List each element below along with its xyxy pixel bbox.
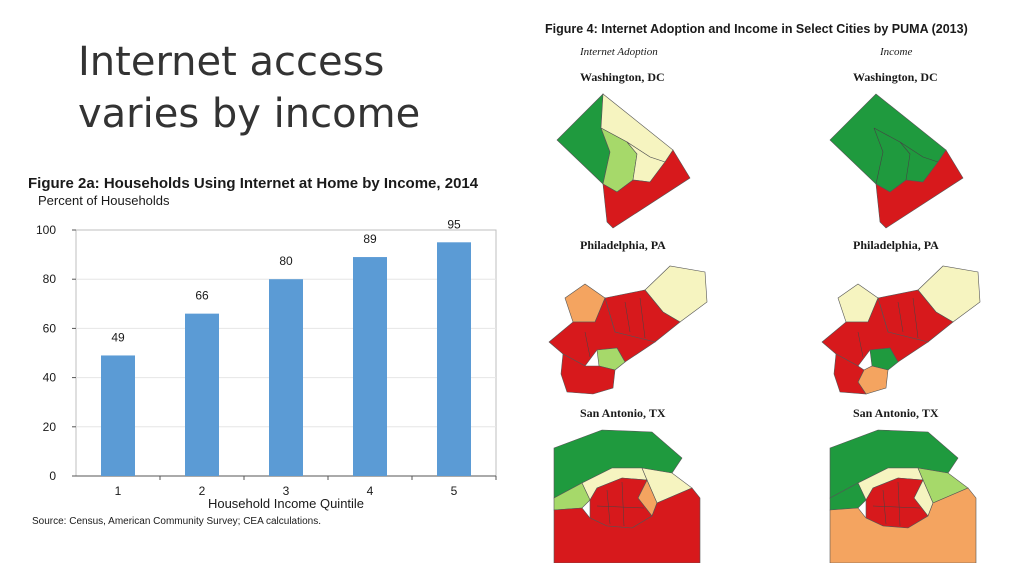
x-tick-label: 2 (199, 484, 206, 498)
data-label: 66 (195, 289, 209, 303)
bar-chart: 0 20 40 60 80 100 49 1 66 2 80 3 89 4 95 5 Household Inc… (36, 217, 497, 511)
city-label-dc-adoption: Washington, DC (580, 70, 665, 84)
map-dc-adoption (556, 93, 691, 229)
sa-adoption-northwest-inner-region (553, 482, 591, 511)
sa-adoption-south-region (553, 487, 701, 563)
bar (437, 242, 471, 476)
sa-income-northwest-inner-region (829, 482, 867, 511)
y-tick-label: 100 (36, 223, 56, 237)
column-heading-internet-adoption: Internet Adoption (580, 46, 658, 58)
bar (101, 355, 135, 476)
city-label-san-antonio-income: San Antonio, TX (853, 406, 939, 420)
city-label-dc-income: Washington, DC (853, 70, 938, 84)
data-label: 49 (111, 330, 125, 344)
x-axis-label: Household Income Quintile (208, 496, 364, 511)
y-tick-label: 0 (49, 469, 56, 483)
map-philadelphia-income (821, 265, 981, 395)
y-tick-label: 80 (43, 272, 57, 286)
chart-y-axis-label: Percent of Households (38, 193, 170, 208)
map-san-antonio-adoption (553, 429, 701, 563)
slide-title: Internet access varies by income (78, 39, 421, 137)
x-tick-label: 4 (367, 484, 374, 498)
chart-source: Source: Census, American Community Surve… (32, 516, 322, 527)
data-label: 89 (363, 232, 377, 246)
sa-income-south-region (829, 487, 977, 563)
x-tick-label: 3 (283, 484, 290, 498)
city-label-philadelphia-adoption: Philadelphia, PA (580, 238, 666, 252)
city-label-san-antonio-adoption: San Antonio, TX (580, 406, 666, 420)
figure4-title: Figure 4: Internet Adoption and Income i… (545, 22, 968, 36)
y-tick-label: 60 (43, 321, 57, 335)
data-label: 95 (447, 217, 461, 231)
chart-title: Figure 2a: Households Using Internet at … (28, 175, 479, 192)
y-tick-label: 40 (43, 371, 57, 385)
phl-income-southwest-region (833, 353, 867, 395)
phl-income-center-city-region (869, 347, 899, 371)
map-dc-income (829, 93, 964, 229)
phl-adoption-center-city-region (596, 347, 626, 371)
dc-income-se-region (875, 149, 964, 229)
y-tick-label: 20 (43, 420, 57, 434)
bar (185, 313, 219, 476)
x-tick-label: 5 (451, 484, 458, 498)
bar (353, 257, 387, 476)
x-tick-label: 1 (115, 484, 122, 498)
map-san-antonio-income (829, 429, 977, 563)
phl-adoption-south-region (560, 353, 616, 395)
map-philadelphia-adoption (548, 265, 708, 395)
data-label: 80 (279, 254, 293, 268)
column-heading-income: Income (880, 46, 913, 58)
dc-adoption-se-region (602, 149, 691, 229)
city-label-philadelphia-income: Philadelphia, PA (853, 238, 939, 252)
bar (269, 279, 303, 476)
